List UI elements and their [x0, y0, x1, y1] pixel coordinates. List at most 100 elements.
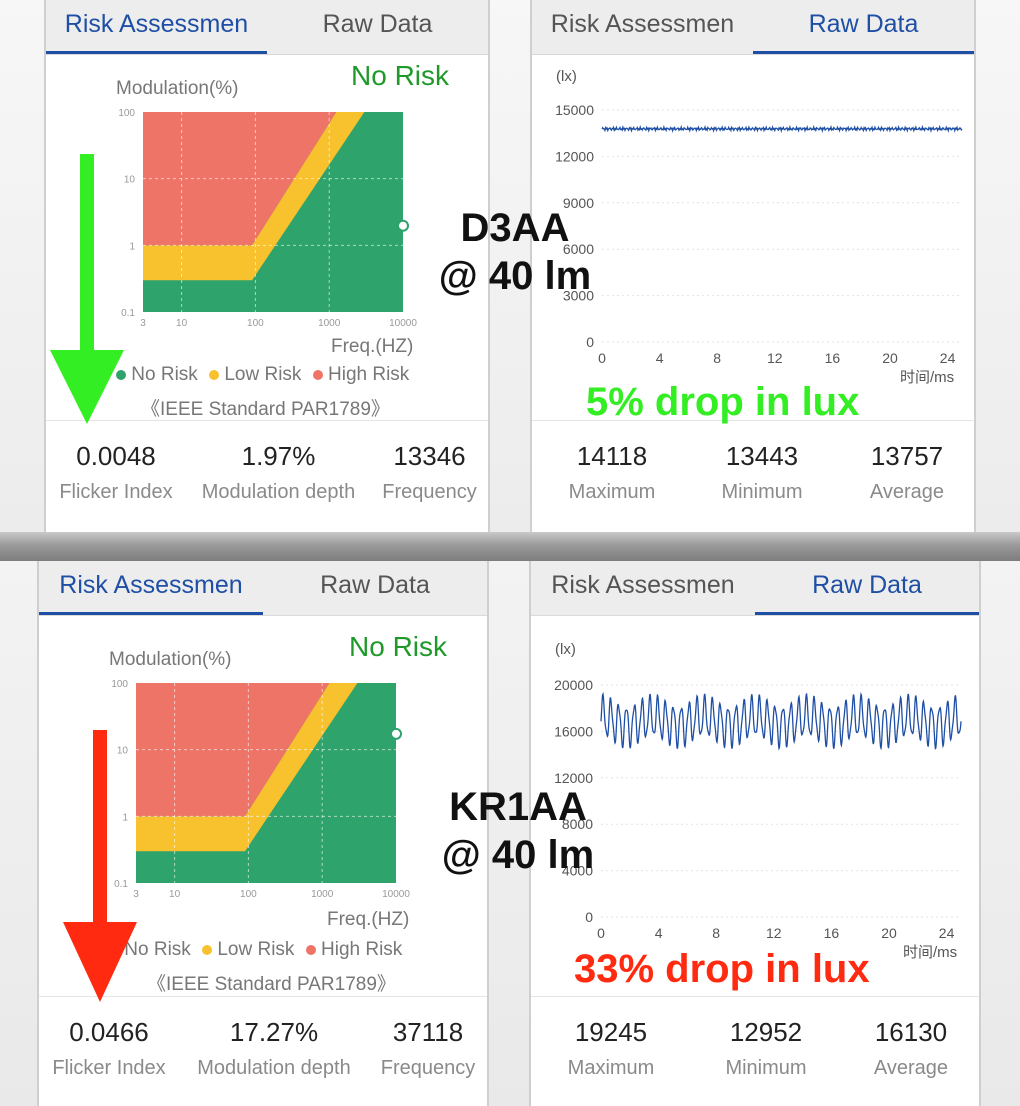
x-tick-label: 10000	[382, 889, 410, 900]
x-tick-label: 4	[655, 925, 663, 941]
tab-risk-assessment[interactable]: Risk Assessmen	[551, 571, 735, 599]
legend-low-risk: Low Risk	[217, 939, 295, 960]
y-tick-label: 0.1	[121, 308, 135, 319]
modulation-axis-label: Modulation(%)	[109, 649, 232, 670]
tab-bar: Risk Assessmen Raw Data	[46, 0, 488, 55]
x-tick-label: 24	[939, 925, 955, 941]
average-label: Average	[873, 1057, 949, 1079]
tab-raw-data[interactable]: Raw Data	[322, 10, 433, 38]
y-tick-label: 12000	[554, 770, 593, 786]
legend-high-risk: High Risk	[328, 364, 410, 385]
sample-name: KR1AA	[449, 785, 587, 829]
frequency-axis-label: Freq.(HZ)	[331, 336, 414, 357]
risk-phone: Risk Assessmen Raw Data Modulation(%) No…	[44, 0, 490, 532]
minimum-value: 13443	[725, 441, 799, 471]
y-tick-label: 0.1	[114, 879, 128, 890]
maximum-label: Maximum	[568, 481, 656, 503]
y-tick-label: 6000	[563, 241, 594, 257]
modulation-depth-value: 17.27%	[229, 1017, 319, 1047]
sample-panel-bottom: Risk Assessmen Raw Data Modulation(%) No…	[0, 561, 1020, 1106]
frequency-label: Frequency	[380, 1057, 476, 1079]
flicker-index-label: Flicker Index	[59, 481, 173, 503]
x-tick-label: 8	[712, 925, 720, 941]
lux-unit: (lx)	[556, 68, 577, 85]
illuminance-trace	[600, 691, 962, 751]
lux-drop-label: 33% drop in lux	[574, 947, 870, 991]
x-tick-label: 10000	[389, 318, 417, 329]
sample-output: @ 40 lm	[441, 833, 595, 877]
time-axis-label: 时间/ms	[900, 369, 955, 386]
lux-unit: (lx)	[555, 641, 576, 658]
y-tick-label: 16000	[554, 723, 593, 739]
tab-raw-data[interactable]: Raw Data	[755, 561, 979, 615]
modulation-depth-value: 1.97%	[241, 441, 316, 471]
tab-bar: Risk Assessmen Raw Data	[532, 0, 974, 55]
raw-phone: Risk Assessmen Raw Data (lx) 15000 12000 9…	[530, 0, 976, 532]
illuminance-trace	[601, 124, 963, 134]
maximum-label: Maximum	[567, 1057, 655, 1079]
risk-stats: 0.0048 Flicker Index 1.97% Modulation de…	[46, 420, 488, 527]
sample-name-label: KR1AA @ 40 lm	[418, 783, 618, 879]
y-tick-label: 12000	[555, 148, 594, 164]
arrow-head	[63, 922, 137, 1002]
tab-risk-assessment[interactable]: Risk Assessmen	[46, 0, 267, 54]
tab-raw-data[interactable]: Raw Data	[753, 0, 974, 54]
y-tick-label: 100	[118, 108, 135, 119]
tab-risk-assessment[interactable]: Risk Assessmen	[550, 10, 735, 38]
legend-dot-low-risk	[209, 370, 220, 380]
sample-output: @ 40 lm	[438, 254, 592, 298]
x-tick-label: 3	[140, 318, 146, 329]
raw-stats: 14118 Maximum 13443 Minimum 13757 Averag…	[532, 420, 974, 527]
minimum-label: Minimum	[721, 481, 803, 503]
legend-low-risk: Low Risk	[224, 364, 302, 385]
risk-legend: No Risk Low Risk High Risk	[116, 364, 409, 386]
x-tick-label: 8	[713, 350, 721, 366]
x-tick-label: 20	[881, 925, 897, 941]
measurement-point	[390, 727, 402, 740]
modulation-depth-label: Modulation depth	[201, 481, 356, 503]
frequency-axis-label: Freq.(HZ)	[327, 909, 410, 930]
risk-legend: No Risk Low Risk High Risk	[109, 939, 402, 961]
y-tick-label: 9000	[563, 195, 594, 211]
risk-chart: 100 10 1 0.1 3 10 100 1000 10000	[118, 108, 417, 329]
flicker-index-value: 0.0048	[76, 441, 156, 471]
average-value: 13757	[870, 441, 944, 471]
x-tick-label: 100	[247, 318, 264, 329]
x-tick-label: 100	[240, 889, 257, 900]
risk-status: No Risk	[349, 631, 448, 662]
risk-chart: 100 10 1 0.1 3 10 100 1000 10000	[111, 679, 410, 900]
y-tick-label: 10	[124, 175, 136, 186]
lux-drop-label: 5% drop in lux	[586, 380, 860, 424]
raw-stats: 19245 Maximum 12952 Minimum 16130 Averag…	[531, 996, 979, 1103]
arrow-head	[50, 350, 124, 424]
average-label: Average	[869, 481, 945, 503]
legend-dot-low-risk	[202, 945, 213, 955]
legend-dot-high-risk	[312, 370, 323, 380]
legend-dot-high-risk	[305, 945, 316, 955]
standard-label: 《IEEE Standard PAR1789》	[147, 974, 396, 995]
sample-name-label: D3AA @ 40 lm	[420, 204, 610, 300]
y-tick-label: 1	[122, 812, 128, 823]
minimum-value: 12952	[729, 1017, 803, 1047]
tab-bar: Risk Assessmen Raw Data	[531, 561, 979, 616]
tab-raw-data[interactable]: Raw Data	[320, 571, 430, 599]
x-tick-label: 0	[598, 350, 606, 366]
y-tick-label: 10	[117, 746, 129, 757]
x-tick-label: 4	[656, 350, 664, 366]
x-tick-label: 1000	[311, 889, 334, 900]
raw-data-chart: 20000 16000 12000 8000 4000 00 4 8 12 16 20 24	[554, 677, 962, 941]
modulation-axis-label: Modulation(%)	[116, 78, 239, 99]
x-tick-label: 1000	[318, 318, 341, 329]
x-tick-label: 3	[133, 889, 139, 900]
panel-divider	[0, 532, 1020, 561]
tab-risk-assessment[interactable]: Risk Assessmen	[39, 561, 263, 615]
frequency-value: 13346	[393, 441, 466, 471]
y-tick-label: 4000	[562, 863, 593, 879]
x-tick-label: 20	[882, 350, 898, 366]
maximum-value: 19245	[574, 1017, 648, 1047]
legend-no-risk: No Risk	[131, 364, 198, 385]
legend-no-risk: No Risk	[124, 939, 191, 960]
average-value: 16130	[874, 1017, 948, 1047]
modulation-depth-label: Modulation depth	[197, 1057, 351, 1079]
x-tick-label: 16	[824, 925, 840, 941]
